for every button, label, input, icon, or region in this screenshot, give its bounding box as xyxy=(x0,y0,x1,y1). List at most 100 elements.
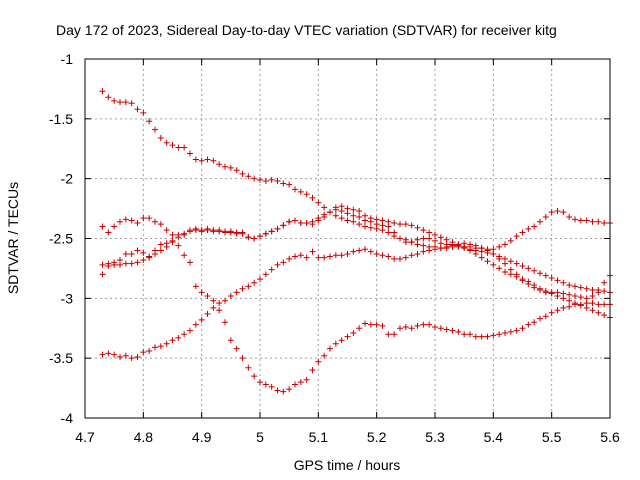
plot-border xyxy=(84,58,611,419)
data-point xyxy=(111,97,118,104)
data-point xyxy=(537,315,543,322)
data-point xyxy=(589,307,596,314)
data-point xyxy=(525,321,532,328)
data-point xyxy=(227,292,234,299)
data-point xyxy=(303,254,310,261)
data-point xyxy=(239,355,246,362)
data-point xyxy=(122,352,129,359)
data-point xyxy=(373,321,380,328)
data-point xyxy=(140,109,147,116)
data-point xyxy=(257,176,263,183)
data-point xyxy=(274,178,281,185)
data-point xyxy=(146,118,153,125)
data-point xyxy=(222,163,228,170)
data-point xyxy=(204,227,211,234)
data-point xyxy=(548,209,555,216)
chart-title: Day 172 of 2023, Sidereal Day-to-day VTE… xyxy=(56,22,557,38)
data-point xyxy=(169,231,176,238)
data-point xyxy=(239,170,246,177)
data-point xyxy=(437,245,444,252)
data-point xyxy=(601,219,608,226)
data-point xyxy=(560,290,567,297)
data-point xyxy=(420,235,427,242)
data-point xyxy=(274,261,281,268)
data-point xyxy=(134,219,141,226)
data-point xyxy=(122,251,129,258)
data-point xyxy=(134,247,141,254)
data-point xyxy=(204,310,211,317)
data-point xyxy=(583,217,590,224)
data-point xyxy=(356,325,363,332)
data-point xyxy=(227,337,234,344)
track-3-series xyxy=(99,206,613,278)
data-point xyxy=(426,247,433,254)
data-point xyxy=(572,292,578,299)
data-point xyxy=(332,206,339,213)
x-tick-label: 5.4 xyxy=(484,429,504,445)
y-tick-label: -4 xyxy=(61,410,74,426)
data-point xyxy=(414,322,421,329)
data-point xyxy=(589,292,596,299)
data-point xyxy=(367,224,374,231)
data-point xyxy=(99,351,106,358)
data-point xyxy=(117,257,123,264)
data-point xyxy=(478,245,485,252)
data-point xyxy=(303,219,310,226)
data-point xyxy=(397,255,403,262)
data-point xyxy=(502,269,508,276)
data-point xyxy=(531,282,538,289)
data-point xyxy=(105,350,112,357)
data-point xyxy=(262,381,269,388)
data-point xyxy=(146,215,153,222)
data-point xyxy=(525,278,532,285)
data-point xyxy=(192,321,199,328)
data-point xyxy=(152,218,158,225)
data-point xyxy=(595,301,602,308)
data-point xyxy=(152,247,158,254)
data-point xyxy=(542,213,549,220)
data-point xyxy=(408,252,415,259)
data-point xyxy=(338,215,345,222)
data-point xyxy=(467,241,473,248)
data-point xyxy=(268,228,275,235)
data-point xyxy=(344,210,351,217)
data-point xyxy=(356,221,363,228)
data-point xyxy=(99,223,106,230)
data-point xyxy=(432,246,438,253)
data-point xyxy=(484,247,491,254)
data-point xyxy=(257,379,263,386)
data-point xyxy=(128,100,135,107)
data-point xyxy=(601,301,608,308)
data-point xyxy=(344,217,351,224)
data-point xyxy=(472,242,479,249)
data-point xyxy=(315,199,322,206)
data-point xyxy=(548,274,555,281)
data-point xyxy=(502,330,508,337)
data-point xyxy=(222,319,228,326)
data-point xyxy=(507,266,514,273)
data-point xyxy=(350,206,357,213)
data-point xyxy=(134,259,141,266)
data-point xyxy=(303,191,310,198)
data-point xyxy=(268,266,275,273)
data-point xyxy=(496,265,503,272)
data-point xyxy=(321,352,328,359)
data-point xyxy=(437,234,444,241)
data-point xyxy=(554,307,561,314)
data-point xyxy=(560,209,567,216)
data-point xyxy=(321,211,328,218)
data-point xyxy=(449,327,456,334)
data-point xyxy=(204,292,211,299)
data-point xyxy=(286,386,293,393)
x-tick-label: 5 xyxy=(256,429,264,445)
data-point xyxy=(344,333,351,340)
data-point xyxy=(169,142,176,149)
data-point xyxy=(245,364,252,371)
data-point xyxy=(292,253,298,260)
data-point xyxy=(572,216,578,223)
data-point xyxy=(140,349,147,356)
data-point xyxy=(216,161,223,168)
data-point xyxy=(537,285,543,292)
data-point xyxy=(169,239,176,246)
data-point xyxy=(554,207,561,214)
